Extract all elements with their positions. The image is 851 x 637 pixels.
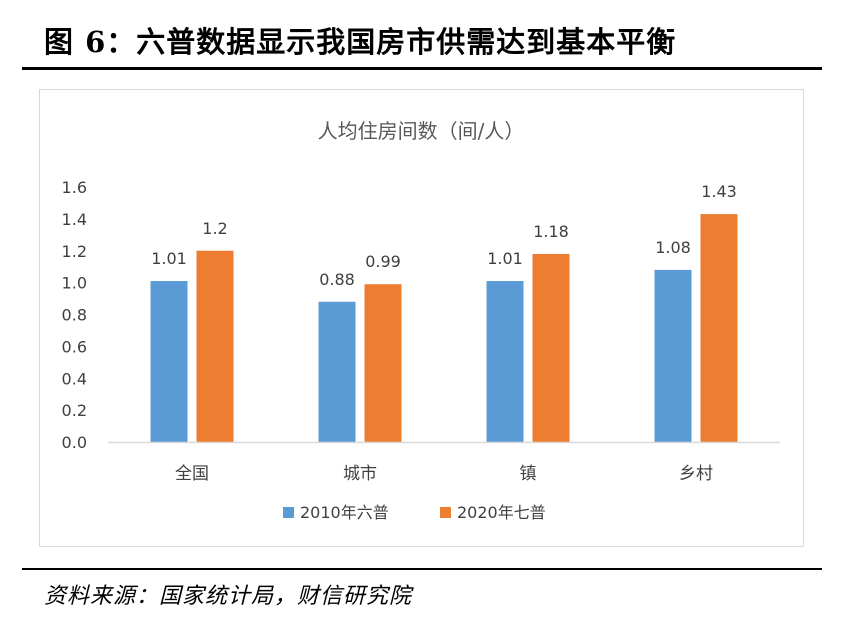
y-tick-label: 0.8 (62, 306, 87, 325)
bar-series-2 (532, 253, 570, 442)
bottom-rule (22, 568, 822, 570)
source-note: 资料来源：国家统计局，财信研究院 (44, 584, 413, 609)
legend-swatch-1 (283, 507, 294, 518)
x-tick-label: 镇 (520, 464, 537, 484)
data-label: 1.08 (655, 238, 691, 257)
bar-series-1 (318, 301, 356, 442)
top-rule (22, 67, 822, 70)
bar-series-1 (654, 269, 692, 442)
y-tick-label: 1.0 (62, 274, 87, 293)
data-label: 1.18 (533, 222, 569, 241)
legend-swatch-2 (440, 507, 451, 518)
y-tick-label: 1.4 (62, 210, 87, 229)
legend-label-1: 2010年六普 (300, 503, 389, 522)
bar-series-2 (196, 250, 234, 442)
bar-series-2 (364, 284, 402, 442)
y-tick-label: 0.0 (62, 433, 87, 452)
y-tick-label: 0.2 (62, 401, 87, 420)
figure-title: 图 6：六普数据显示我国房市供需达到基本平衡 (44, 25, 677, 59)
y-tick-label: 0.4 (62, 369, 87, 388)
data-label: 1.2 (202, 219, 227, 238)
bar-series-2 (700, 214, 738, 442)
data-label: 1.43 (701, 182, 737, 201)
data-label: 1.01 (487, 249, 523, 268)
x-tick-label: 全国 (175, 464, 209, 484)
x-tick-label: 城市 (343, 464, 377, 484)
legend-label-2: 2020年七普 (457, 503, 546, 522)
data-label: 1.01 (151, 249, 187, 268)
y-tick-label: 0.6 (62, 337, 87, 356)
data-label: 0.99 (365, 252, 401, 271)
y-tick-label: 1.6 (62, 178, 87, 197)
y-tick-label: 1.2 (62, 242, 87, 261)
data-label: 0.88 (319, 270, 355, 289)
bar-series-1 (150, 281, 188, 442)
bar-series-1 (486, 281, 524, 442)
x-tick-label: 乡村 (679, 464, 713, 484)
chart-title: 人均住房间数（间/人） (318, 119, 525, 143)
